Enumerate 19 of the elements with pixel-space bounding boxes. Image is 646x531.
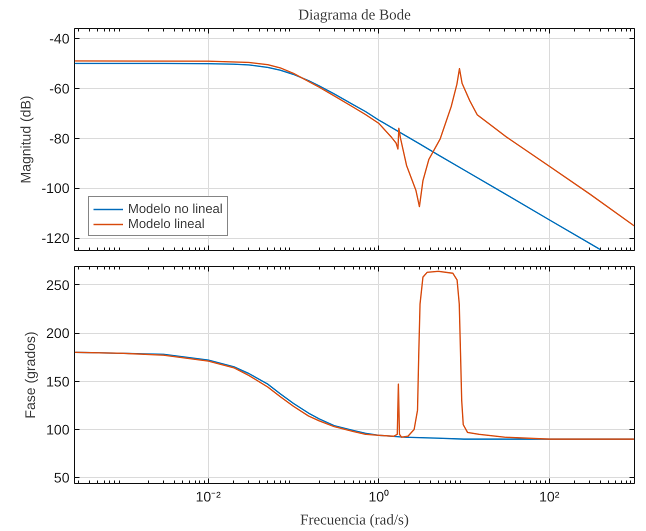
y-tick-label: 250 — [46, 276, 70, 293]
legend-label: Modelo no lineal — [128, 201, 223, 216]
y-axis-title: Fase (grados) — [22, 331, 38, 419]
y-tick-label: -100 — [41, 180, 70, 196]
y-axis-title: Magnitud (dB) — [17, 96, 34, 184]
y-tick-label: 50 — [54, 470, 70, 486]
legend-label: Modelo lineal — [128, 216, 205, 231]
y-tick-label: 200 — [46, 325, 70, 342]
x-axis-title: Frecuencia (rad/s) — [300, 512, 409, 528]
y-tick-label: 150 — [46, 373, 70, 390]
x-tick-label: 10² — [539, 488, 560, 504]
y-tick-label: -40 — [49, 30, 70, 46]
y-tick-label: -120 — [41, 230, 70, 246]
y-tick-label: -80 — [49, 130, 70, 146]
x-tick-label: 10⁰ — [368, 488, 390, 504]
x-tick-label: 10⁻² — [196, 488, 222, 504]
y-tick-label: 100 — [46, 421, 70, 438]
chart-title: Diagrama de Bode — [298, 8, 412, 24]
y-tick-label: -60 — [49, 80, 70, 96]
